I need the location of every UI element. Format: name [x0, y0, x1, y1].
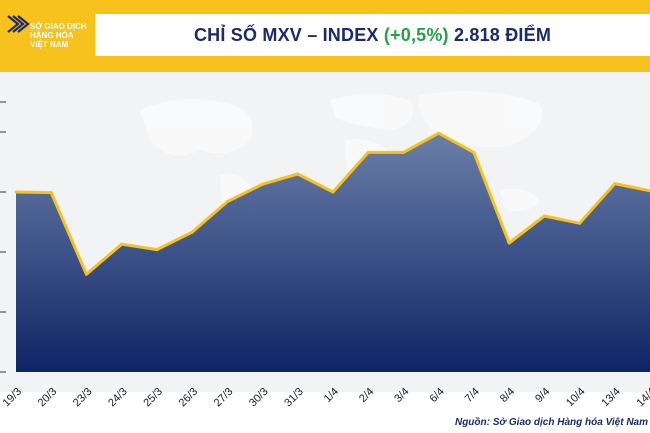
data-point [155, 248, 159, 252]
x-tick-label: 9/4 [533, 386, 552, 405]
x-tick-label: 23/3 [71, 386, 95, 410]
logo-text: SỞ GIAO DỊCH HÀNG HÓA VIỆT NAM [30, 22, 87, 49]
data-point [507, 241, 511, 245]
source-note: Nguồn: Sở Giao dịch Hàng hóa Việt Nam [454, 417, 648, 428]
data-point [84, 272, 88, 276]
header-bar: SỞ GIAO DỊCH HÀNG HÓA VIỆT NAM CHỈ SỐ MX… [0, 0, 650, 72]
data-point [261, 182, 265, 186]
logo-line-3: VIỆT NAM [30, 40, 69, 49]
data-point [437, 131, 441, 135]
x-tick-label: 10/4 [564, 386, 588, 410]
x-tick-label: 30/3 [247, 386, 271, 410]
data-point [578, 221, 582, 225]
title-prefix: CHỈ SỐ MXV – INDEX [193, 24, 379, 45]
x-tick-label: 19/3 [0, 386, 24, 410]
data-point [366, 150, 370, 154]
index-area [16, 133, 650, 372]
x-tick-label: 24/3 [106, 386, 130, 410]
data-point [472, 150, 476, 154]
x-tick-label: 13/4 [599, 386, 623, 410]
x-tick-label: 26/3 [177, 386, 201, 410]
data-point [225, 200, 229, 204]
x-tick-label: 14/4 [634, 386, 650, 410]
data-point [14, 190, 18, 194]
data-point [401, 150, 405, 154]
data-point [542, 214, 546, 218]
x-tick-label: 7/4 [463, 386, 482, 405]
data-point [331, 190, 335, 194]
x-tick-label: 2/4 [357, 386, 376, 405]
x-tick-label: 6/4 [427, 386, 446, 405]
data-point [190, 230, 194, 234]
x-tick-label: 20/3 [36, 386, 60, 410]
title-value: 2.818 ĐIỂM [453, 24, 552, 45]
x-tick-label: 27/3 [212, 386, 236, 410]
x-tick-label: 8/4 [498, 386, 517, 405]
logo-arrows-icon [7, 15, 30, 33]
chart-title: CHỈ SỐ MXV – INDEX (+0,5%) 2.818 ĐIỂM [194, 25, 551, 46]
x-tick-label: 1/4 [322, 386, 341, 405]
data-point [49, 191, 53, 195]
title-change: (+0,5%) [383, 24, 449, 45]
x-tick-label: 25/3 [141, 386, 165, 410]
logo-line-1: SỞ GIAO DỊCH [30, 22, 87, 31]
data-point [296, 172, 300, 176]
logo-line-2: HÀNG HÓA [30, 31, 74, 40]
title-box: CHỈ SỐ MXV – INDEX (+0,5%) 2.818 ĐIỂM [95, 14, 650, 56]
x-tick-label: 31/3 [282, 386, 306, 410]
data-point [120, 242, 124, 246]
data-point [613, 182, 617, 186]
exchange-logo: SỞ GIAO DỊCH HÀNG HÓA VIỆT NAM [6, 8, 98, 64]
x-tick-label: 3/4 [392, 386, 411, 405]
